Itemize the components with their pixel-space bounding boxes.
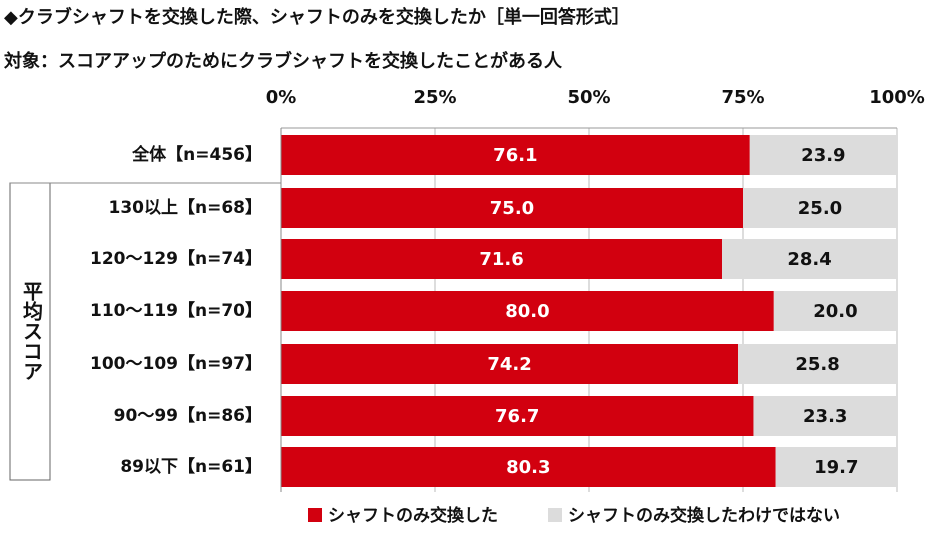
value-label: 74.2	[487, 354, 531, 375]
bar-segment	[281, 239, 723, 279]
bar-segment	[281, 447, 776, 487]
category-label: 110～119【n=70】	[90, 300, 262, 321]
x-tick-label: 25%	[413, 87, 456, 108]
x-tick-label: 75%	[721, 87, 764, 108]
x-tick-label: 0%	[266, 87, 297, 108]
value-label: 75.0	[490, 198, 534, 219]
bar-segment	[773, 291, 897, 331]
bar-segment	[743, 188, 897, 228]
category-label: 90～99【n=86】	[114, 405, 262, 426]
chart-title: ◆クラブシャフトを交換した際、シャフトのみを交換したか［単一回答形式］	[4, 6, 630, 28]
value-label: 23.9	[801, 145, 845, 166]
x-tick-label: 50%	[567, 87, 610, 108]
bar-segment	[749, 135, 897, 175]
value-label: 76.7	[495, 406, 539, 427]
group-label: 平均スコア	[20, 281, 44, 381]
category-label: 120～129【n=74】	[90, 248, 262, 269]
value-label: 80.0	[505, 301, 549, 322]
bar-segment	[281, 396, 754, 436]
value-label: 20.0	[813, 301, 857, 322]
bar-segment	[775, 447, 897, 487]
category-label: 100～109【n=97】	[90, 353, 262, 374]
value-label: 25.8	[795, 354, 839, 375]
value-label: 28.4	[787, 249, 831, 270]
legend-label: シャフトのみ交換したわけではない	[568, 505, 840, 526]
bar-segment	[281, 135, 750, 175]
value-label: 80.3	[506, 457, 550, 478]
chart-subtitle: 対象：スコアアップのためにクラブシャフトを交換したことがある人	[3, 50, 563, 72]
category-label: 全体【n=456】	[131, 144, 262, 165]
bar-segment	[722, 239, 897, 279]
x-tick-label: 100%	[869, 87, 925, 108]
legend-swatch	[308, 508, 322, 522]
value-label: 23.3	[803, 406, 847, 427]
value-label: 25.0	[798, 198, 842, 219]
bar-segment	[753, 396, 897, 436]
value-label: 76.1	[493, 145, 537, 166]
legend-swatch	[548, 508, 562, 522]
bar-segment	[281, 188, 743, 228]
legend-label: シャフトのみ交換した	[328, 505, 498, 526]
category-label: 89以下【n=61】	[120, 456, 262, 477]
value-label: 71.6	[479, 249, 523, 270]
value-label: 19.7	[814, 457, 858, 478]
bar-segment	[281, 344, 739, 384]
bar-segment	[281, 291, 774, 331]
bar-segment	[738, 344, 897, 384]
category-label: 130以上【n=68】	[109, 197, 263, 218]
